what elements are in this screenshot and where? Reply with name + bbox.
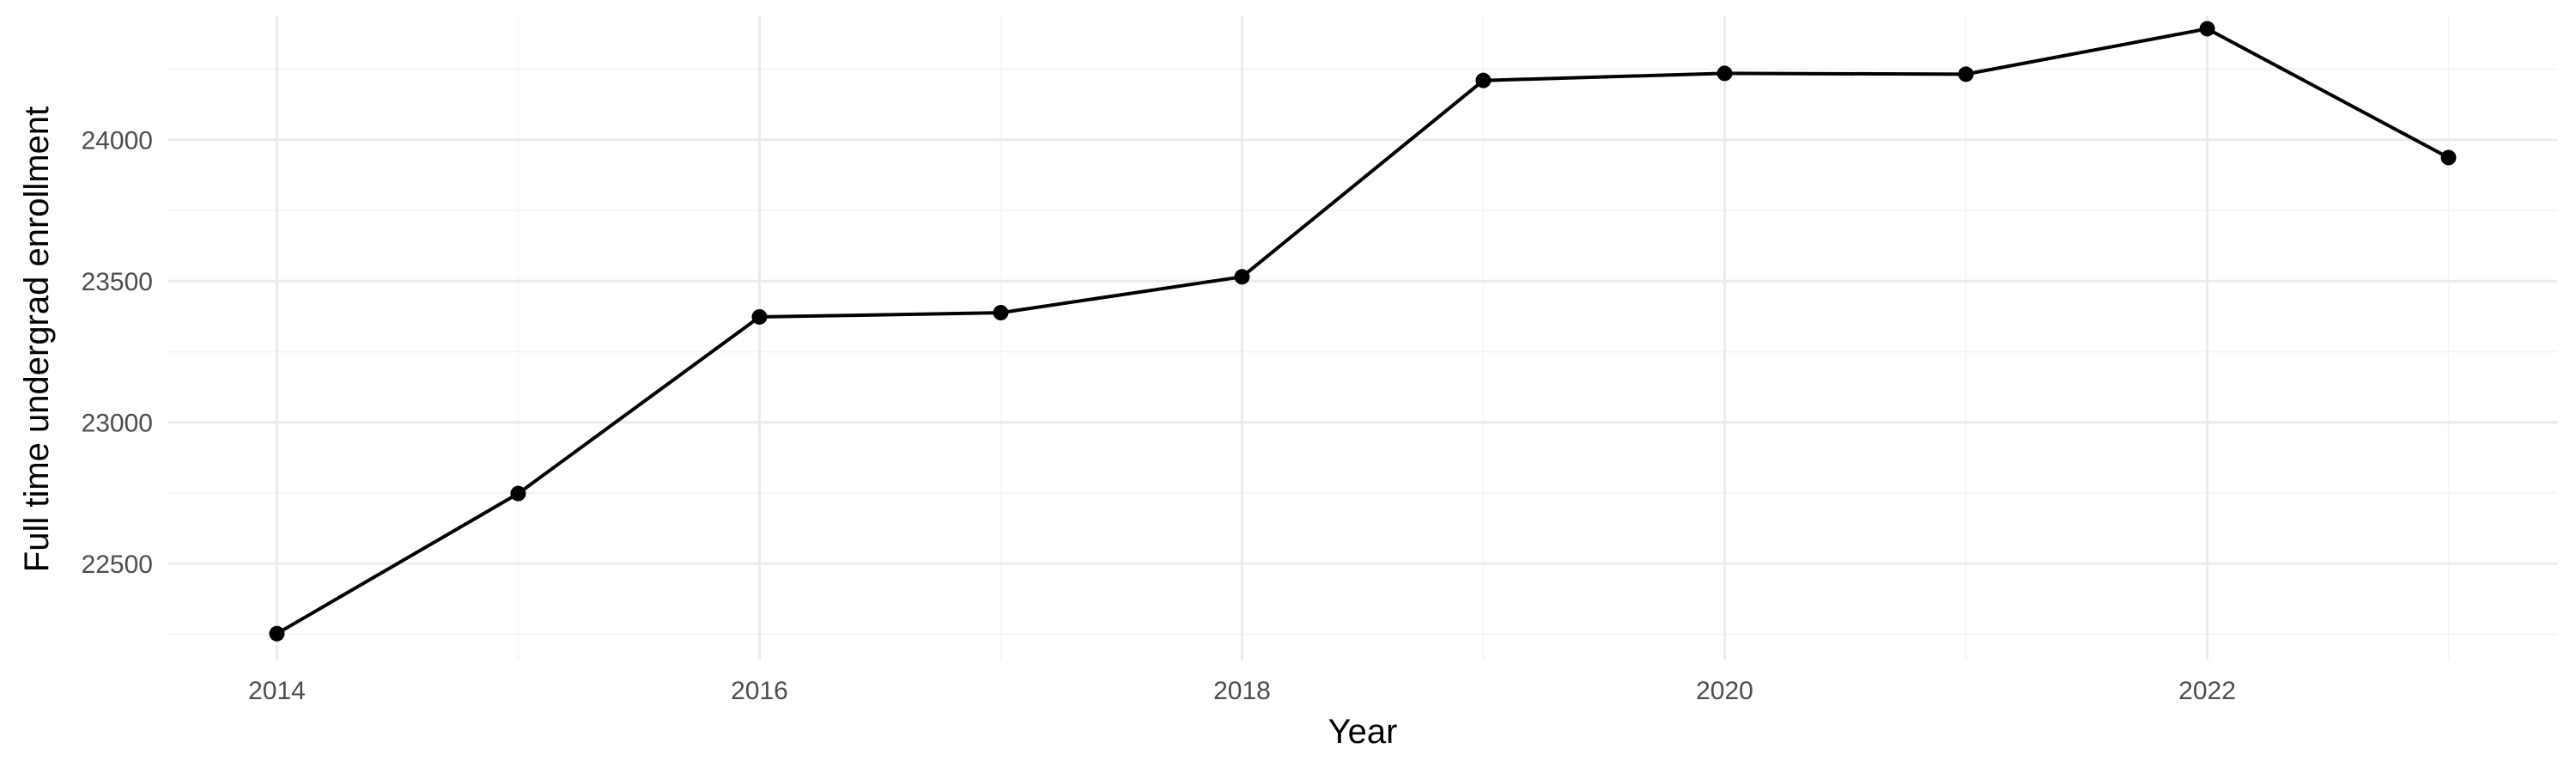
data-point [1475, 72, 1492, 88]
data-point [1716, 65, 1733, 82]
x-axis-title: Year [1328, 713, 1398, 751]
x-tick-label: 2014 [248, 677, 306, 705]
x-tick-labels: 2014 2016 2018 2020 2022 [248, 677, 2236, 705]
data-point [510, 485, 526, 502]
x-tick-label: 2020 [1696, 677, 1753, 705]
series-line [275, 27, 2451, 636]
data-point [1958, 66, 1974, 82]
y-tick-label: 24000 [82, 127, 153, 155]
y-axis-title: Full time undergrad enrollment [18, 107, 56, 572]
data-point [1234, 269, 1250, 285]
y-tick-label: 23500 [82, 268, 153, 296]
data-point [751, 308, 768, 325]
data-point [993, 305, 1009, 321]
y-tick-label: 23000 [82, 410, 153, 438]
grid-lines [168, 15, 2557, 660]
x-tick-label: 2022 [2178, 677, 2236, 705]
x-tick-label: 2018 [1213, 677, 1271, 705]
y-tick-label: 22500 [82, 551, 153, 579]
x-tick-label: 2016 [731, 677, 788, 705]
data-point [269, 625, 285, 642]
y-tick-labels: 22500 23000 23500 24000 [82, 127, 153, 579]
series-layer [269, 21, 2457, 642]
data-point [2199, 21, 2215, 37]
data-point [2440, 149, 2457, 166]
